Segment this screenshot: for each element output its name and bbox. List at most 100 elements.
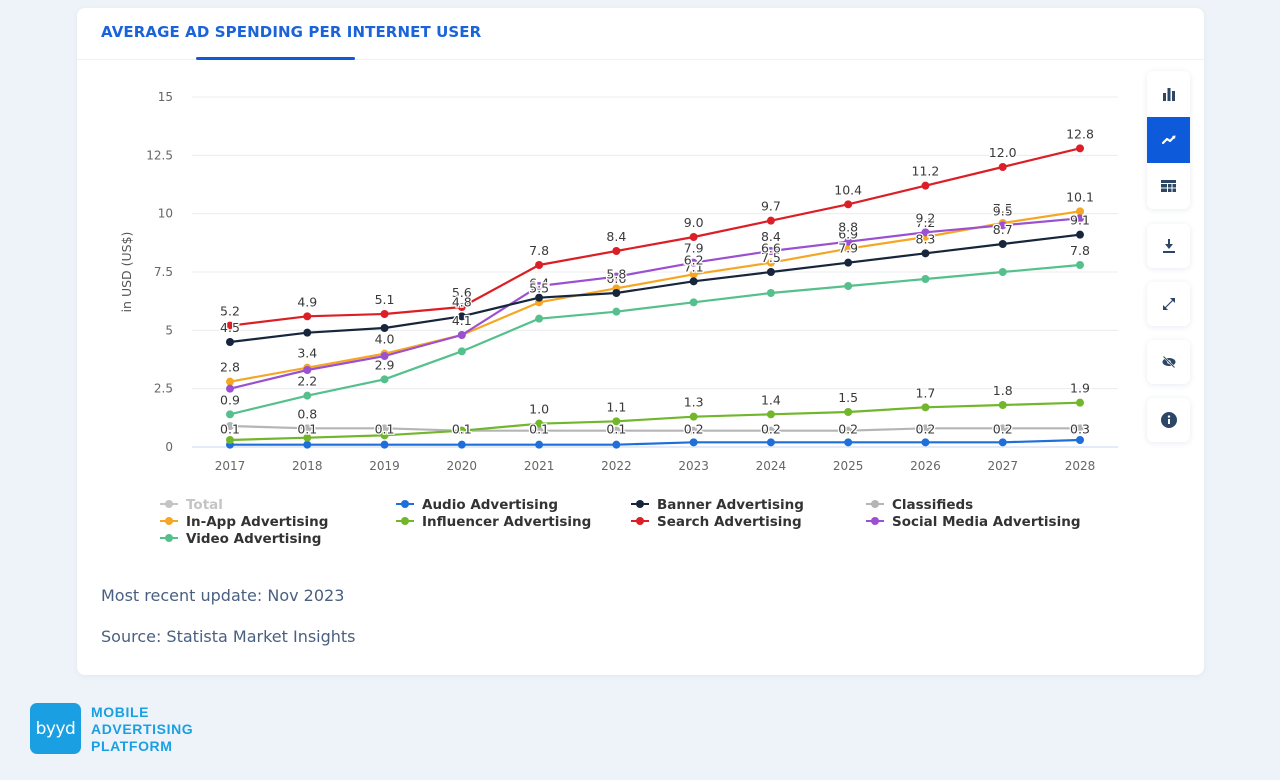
bar-chart-button[interactable] [1147, 71, 1190, 117]
hide-icon [1162, 356, 1175, 368]
data-point [380, 375, 389, 384]
data-label: 11.2 [912, 164, 940, 179]
y-tick-label: 5 [165, 323, 173, 337]
data-label: 6.9 [838, 227, 858, 242]
data-label: 6.2 [684, 252, 704, 267]
data-label: 1.1 [606, 399, 626, 414]
legend-item[interactable]: Banner Advertising [631, 497, 804, 513]
legend-item[interactable]: Influencer Advertising [396, 514, 591, 530]
data-point [998, 221, 1007, 230]
data-point [921, 403, 930, 412]
legend-item[interactable]: In-App Advertising [160, 514, 328, 530]
x-tick-label: 2017 [215, 459, 246, 473]
x-tick-label: 2025 [833, 459, 864, 473]
data-point [612, 426, 621, 435]
data-point [303, 366, 312, 374]
data-label: 0.1 [297, 422, 317, 437]
legend-item[interactable]: Total [160, 497, 223, 513]
data-point [766, 258, 775, 267]
y-tick-label: 2.5 [154, 382, 173, 396]
brand-logo[interactable]: byyd [30, 703, 81, 754]
x-tick-label: 2021 [524, 459, 555, 473]
data-point [921, 249, 930, 258]
data-label: 0.1 [606, 422, 626, 437]
data-label: 4.9 [297, 294, 317, 309]
data-label: 2.8 [220, 360, 240, 375]
data-point [226, 436, 234, 444]
data-label: 5.2 [220, 304, 240, 319]
data-point [766, 410, 775, 419]
series-banner-advertising [226, 230, 1084, 346]
fullscreen-button[interactable] [1147, 282, 1190, 326]
data-label: 9.2 [916, 210, 936, 225]
data-label: 7.5 [993, 201, 1013, 216]
legend-item[interactable]: Search Advertising [631, 514, 802, 530]
hide-button[interactable] [1147, 340, 1190, 384]
data-point [226, 321, 234, 330]
data-labels: 5.2 4.9 5.1 5.6 7.8 8.4 9.0 9.7 10.4 11.2 12.0 12.8… [219, 125, 1095, 438]
legend-swatch-marker [636, 517, 644, 525]
legend-label: Search Advertising [657, 514, 802, 530]
info-toolbar [1147, 398, 1190, 442]
data-point [689, 438, 698, 447]
legend-label: Video Advertising [186, 531, 321, 547]
data-point [998, 438, 1007, 447]
y-axis-label: in USD (US$) [119, 232, 134, 313]
data-point [226, 377, 234, 386]
active-tab-indicator [196, 57, 355, 60]
chart-card: AVERAGE AD SPENDING PER INTERNET USER [77, 8, 1204, 675]
data-label: 3.4 [297, 346, 317, 361]
legend-item[interactable]: Video Advertising [160, 531, 321, 547]
table-button[interactable] [1147, 163, 1190, 209]
data-point [766, 247, 775, 255]
series-line [230, 438, 1081, 446]
legend-item[interactable]: Audio Advertising [396, 497, 558, 513]
legend-item[interactable]: Social Media Advertising [866, 514, 1081, 530]
info-button[interactable] [1147, 398, 1190, 442]
data-point [535, 426, 544, 435]
y-tick-label: 10 [158, 207, 173, 221]
legend-label: Influencer Advertising [422, 514, 591, 530]
y-tick-label: 7.5 [154, 265, 173, 279]
data-point [226, 422, 234, 430]
y-tick-label: 0 [165, 440, 173, 454]
data-point [1076, 398, 1084, 407]
data-label: 0.8 [297, 406, 317, 421]
series-line [229, 147, 1081, 327]
legend-item[interactable]: Classifieds [866, 497, 973, 513]
chart-type-toolbar [1147, 71, 1190, 209]
axes: 0 2.5 5 7.5 10 12.5 15 2017 2018 2019 2020 2021 2022… [119, 90, 1095, 473]
data-label: 9.0 [684, 215, 704, 230]
data-label: 7.9 [684, 241, 704, 256]
series-audio-advertising [226, 436, 1084, 449]
data-label: 6.6 [761, 241, 781, 256]
data-point [612, 272, 621, 281]
data-point [844, 200, 853, 209]
chart-title: AVERAGE AD SPENDING PER INTERNET USER [101, 23, 482, 41]
data-label: 10.4 [834, 182, 862, 197]
brand-logo-text: byyd [35, 718, 76, 739]
hide-toolbar [1147, 340, 1190, 384]
data-label: 0.1 [529, 422, 549, 437]
data-label: 1.5 [838, 390, 858, 405]
data-label: 2.2 [297, 374, 317, 389]
data-label: 1.8 [993, 383, 1013, 398]
data-label: 9.5 [993, 203, 1013, 218]
data-point [303, 424, 312, 433]
download-button[interactable] [1147, 224, 1190, 268]
data-point [921, 181, 930, 190]
legend-swatch-marker [636, 500, 644, 508]
line-chart-icon [1161, 135, 1175, 145]
data-point [457, 426, 466, 435]
x-tick-label: 2026 [910, 459, 941, 473]
legend-swatch-marker [165, 500, 173, 508]
data-label: 1.0 [529, 402, 549, 417]
data-point [612, 289, 621, 297]
download-toolbar [1147, 224, 1190, 268]
data-point [1076, 261, 1084, 269]
data-label: 8.3 [916, 231, 936, 246]
line-chart-button[interactable] [1147, 117, 1190, 163]
data-point [998, 268, 1007, 276]
legend-swatch-marker [401, 517, 409, 525]
legend-label: In-App Advertising [186, 514, 328, 530]
